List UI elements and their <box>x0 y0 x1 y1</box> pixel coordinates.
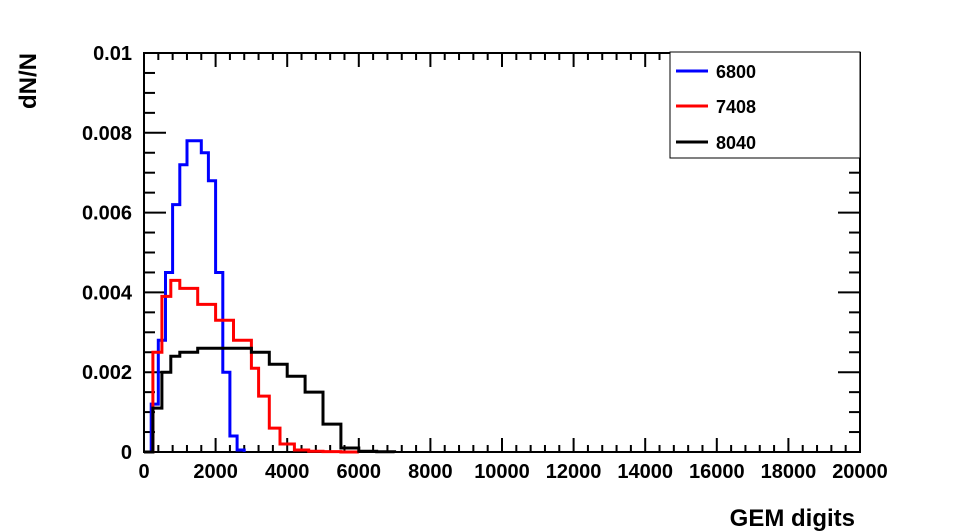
legend-label-7408: 7408 <box>716 97 756 117</box>
x-axis-title: GEM digits <box>730 505 855 532</box>
y-tick-label: 0 <box>121 442 132 464</box>
y-tick-label: 0.01 <box>93 43 132 65</box>
x-tick-label: 18000 <box>761 461 817 483</box>
x-tick-label: 0 <box>138 461 149 483</box>
series-8040-line <box>144 346 397 454</box>
x-tick-label: 2000 <box>193 461 238 483</box>
x-tick-label: 20000 <box>832 461 888 483</box>
y-tick-label: 0.006 <box>82 203 132 225</box>
x-axis-tick-labels: 0 2000 4000 6000 8000 10000 12000 14000 16000 180… <box>138 461 887 483</box>
y-tick-label: 0.008 <box>82 123 132 145</box>
y-tick-label: 0.004 <box>82 282 133 304</box>
legend: 6800 7408 8040 <box>669 51 861 159</box>
x-tick-label: 10000 <box>474 461 530 483</box>
series-layer <box>144 139 397 454</box>
series-6800-line <box>144 139 246 454</box>
series-7408-line <box>144 278 359 454</box>
x-tick-label: 12000 <box>546 461 602 483</box>
legend-label-6800: 6800 <box>716 62 756 82</box>
y-tick-label: 0.002 <box>82 362 132 384</box>
legend-label-8040: 8040 <box>716 133 756 153</box>
x-tick-label: 14000 <box>617 461 673 483</box>
x-tick-label: 16000 <box>689 461 745 483</box>
y-axis-tick-labels: 0 0.002 0.004 0.006 0.008 0.01 <box>82 43 133 464</box>
x-tick-label: 4000 <box>265 461 310 483</box>
x-tick-label: 8000 <box>408 461 453 483</box>
y-axis-title: dN/N <box>15 53 42 109</box>
x-tick-label: 6000 <box>337 461 382 483</box>
